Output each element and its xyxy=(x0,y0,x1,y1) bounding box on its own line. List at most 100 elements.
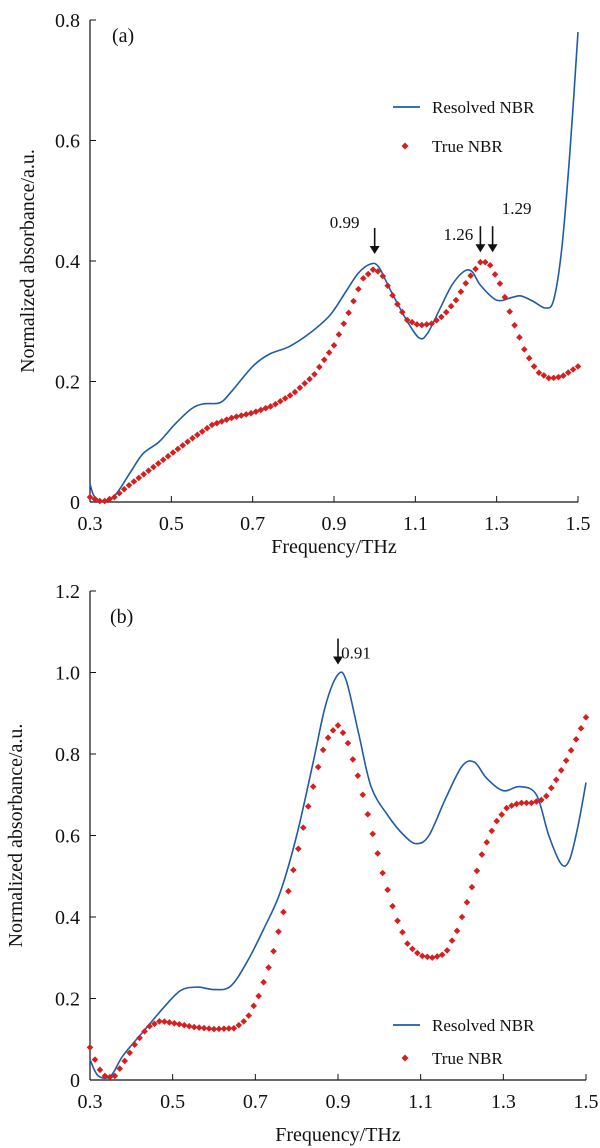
data-point-true-nbr xyxy=(215,1025,223,1033)
data-point-true-nbr xyxy=(408,318,416,326)
y-tick-label: 0 xyxy=(70,492,80,514)
data-point-true-nbr xyxy=(488,827,496,835)
chart-panel-1: 0.3 0.5 0.7 0.9 1.1 1.3 1.5 0 0.2 0.4 0.6 0.8 Freque… xyxy=(17,10,591,558)
data-point-true-nbr xyxy=(166,1019,173,1026)
y-tick-label: 0.4 xyxy=(55,251,80,273)
data-point-true-nbr xyxy=(389,902,396,910)
data-point-true-nbr xyxy=(364,270,372,278)
annotation-arrow-head xyxy=(475,244,486,253)
data-point-true-nbr xyxy=(306,375,313,383)
data-point-true-nbr xyxy=(557,767,565,774)
data-point-true-nbr xyxy=(486,261,494,269)
data-point-true-nbr xyxy=(359,791,367,799)
x-tick-label: 0.3 xyxy=(78,513,103,535)
data-point-true-nbr xyxy=(543,792,550,800)
data-point-true-nbr xyxy=(171,1019,178,1027)
data-point-true-nbr xyxy=(506,308,513,315)
data-point-true-nbr xyxy=(399,308,406,316)
data-point-true-nbr xyxy=(291,388,299,396)
x-tick-label: 0.5 xyxy=(159,513,184,535)
data-point-true-nbr xyxy=(329,727,337,734)
data-point-true-nbr xyxy=(419,952,426,960)
data-point-true-nbr xyxy=(210,1025,218,1033)
legend-label-resolved-nbr: Resolved NBR xyxy=(432,98,535,117)
data-point-true-nbr xyxy=(189,434,196,442)
data-point-true-nbr xyxy=(404,940,411,947)
data-point-true-nbr xyxy=(126,1049,133,1057)
data-point-true-nbr xyxy=(150,463,157,471)
data-point-true-nbr xyxy=(335,331,343,338)
data-point-true-nbr xyxy=(184,438,191,446)
data-point-true-nbr xyxy=(545,374,553,382)
data-point-true-nbr xyxy=(116,1065,124,1072)
data-point-true-nbr xyxy=(550,374,557,382)
y-tick-label: 0.2 xyxy=(55,372,80,394)
data-point-true-nbr xyxy=(86,1044,94,1051)
legend-label-true-nbr: True NBR xyxy=(432,1049,503,1068)
data-point-true-nbr xyxy=(540,372,548,379)
data-point-true-nbr xyxy=(101,497,108,505)
data-point-true-nbr xyxy=(91,1056,99,1063)
annotation-arrow-head xyxy=(487,244,498,253)
data-point-true-nbr xyxy=(359,275,367,282)
data-point-true-nbr xyxy=(169,449,177,456)
data-point-true-nbr xyxy=(159,456,167,464)
data-point-true-nbr xyxy=(399,928,406,936)
data-point-true-nbr xyxy=(270,947,277,955)
data-point-true-nbr xyxy=(218,418,226,425)
data-point-true-nbr xyxy=(369,266,377,273)
data-point-true-nbr xyxy=(290,866,297,874)
data-point-true-nbr xyxy=(260,978,267,986)
y-tick-label: 0.6 xyxy=(55,131,80,153)
data-point-true-nbr xyxy=(462,279,470,287)
data-point-true-nbr xyxy=(394,300,401,308)
x-tick-label: 0.9 xyxy=(326,1091,351,1113)
data-point-true-nbr xyxy=(389,292,396,299)
data-point-true-nbr xyxy=(413,321,421,328)
legend-label-true-nbr: True NBR xyxy=(432,137,503,156)
data-point-true-nbr xyxy=(146,1022,153,1030)
data-point-true-nbr xyxy=(409,945,416,953)
data-point-true-nbr xyxy=(156,1018,163,1025)
data-point-true-nbr xyxy=(200,1024,208,1032)
x-tick-label: 0.7 xyxy=(240,513,265,535)
data-point-true-nbr xyxy=(493,817,501,825)
data-point-true-nbr xyxy=(552,776,560,784)
data-point-true-nbr xyxy=(301,380,309,387)
data-point-true-nbr xyxy=(564,369,572,376)
data-point-true-nbr xyxy=(135,474,143,482)
data-point-true-nbr xyxy=(428,954,436,961)
data-point-true-nbr xyxy=(228,414,235,422)
data-point-true-nbr xyxy=(213,419,221,427)
data-point-true-nbr xyxy=(394,917,401,925)
data-point-true-nbr xyxy=(195,1024,203,1031)
y-tick-label: 1.2 xyxy=(55,581,80,603)
x-axis-title: Frequency/THz xyxy=(275,1124,401,1146)
series-line-resolved-nbr xyxy=(89,31,579,502)
data-point-true-nbr xyxy=(223,416,230,423)
data-point-true-nbr xyxy=(555,373,562,381)
data-point-true-nbr xyxy=(233,413,240,420)
data-point-true-nbr xyxy=(438,951,446,959)
annotation-label: 0.99 xyxy=(330,213,360,232)
data-point-true-nbr xyxy=(355,285,362,293)
annotation-label: 1.26 xyxy=(444,225,474,244)
x-tick-label: 1.5 xyxy=(574,1091,599,1113)
y-tick-label: 0.8 xyxy=(55,10,80,32)
data-point-true-nbr xyxy=(220,1025,228,1032)
data-point-true-nbr xyxy=(467,272,474,280)
x-tick-label: 0.7 xyxy=(243,1091,268,1113)
y-tick-label: 0.2 xyxy=(55,989,80,1011)
y-tick-label: 0 xyxy=(70,1070,80,1092)
x-tick-label: 1.1 xyxy=(403,513,428,535)
data-point-true-nbr xyxy=(443,947,451,954)
data-point-true-nbr xyxy=(463,899,471,906)
data-point-true-nbr xyxy=(403,316,411,324)
data-point-true-nbr xyxy=(185,1022,193,1030)
data-point-true-nbr xyxy=(433,953,441,960)
data-point-true-nbr xyxy=(96,497,104,505)
data-point-true-nbr xyxy=(453,927,461,935)
data-point-true-nbr xyxy=(478,851,486,858)
data-point-true-nbr xyxy=(384,282,391,290)
